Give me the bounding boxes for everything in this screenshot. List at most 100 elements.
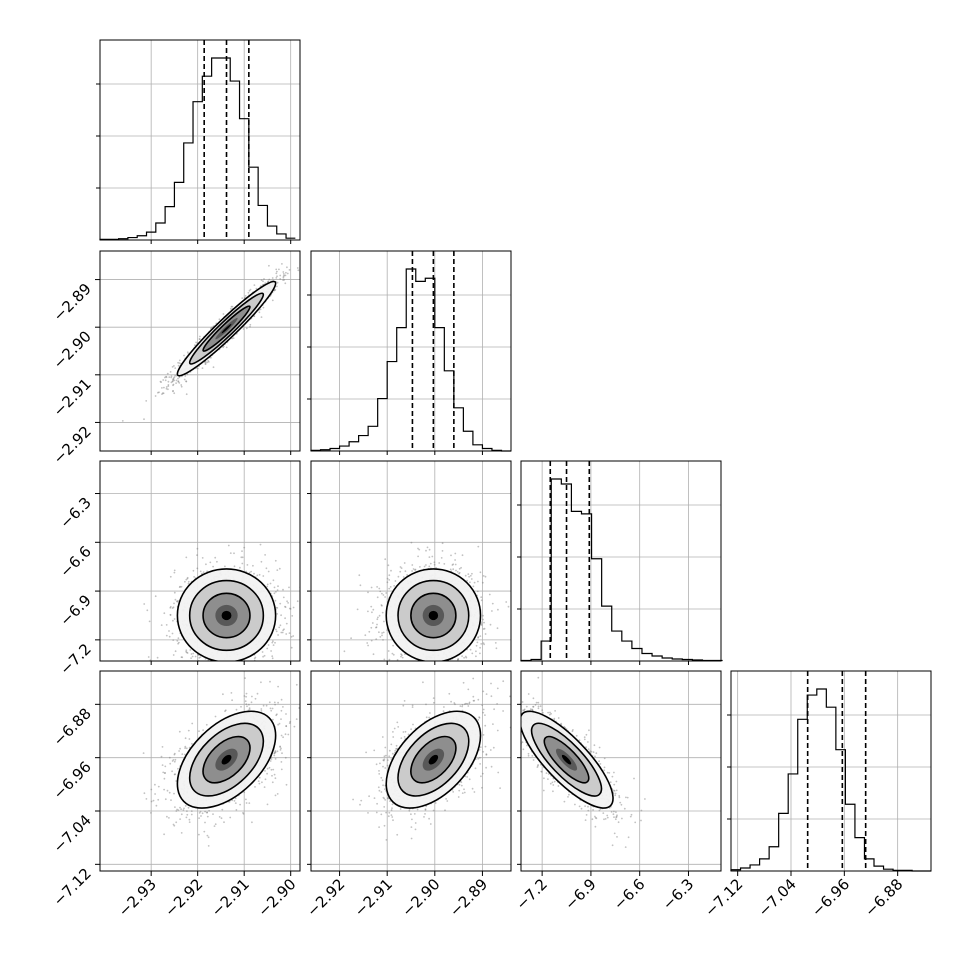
scatter-point [160,755,163,758]
contour-line [176,280,277,377]
scatter-point [274,599,277,602]
scatter-point [200,664,202,666]
scatter-point [218,318,221,321]
scatter-point [263,278,265,280]
scatter-point [199,656,202,658]
scatter-point [277,723,279,726]
scatter-point [469,648,472,651]
scatter-point [452,568,455,571]
scatter-point [235,675,237,677]
scatter-point [383,658,386,661]
scatter-point [479,652,481,655]
scatter-point [159,380,162,383]
scatter-point [150,800,153,803]
scatter-point [147,656,150,658]
scatter-point [456,571,459,573]
scatter-point [300,260,302,262]
scatter-point [163,612,166,615]
scatter-point [262,655,264,658]
contour-line [188,579,265,652]
scatter-point [367,644,369,647]
scatter-point [411,570,413,572]
scatter-point [286,272,289,275]
scatter-point [392,653,395,656]
scatter-point [246,564,249,566]
scatter-point [404,570,407,573]
scatter-point [231,337,234,340]
scatter-point [174,374,177,377]
scatter-point [284,605,286,608]
scatter-point [400,662,402,664]
scatter-point [185,556,188,559]
scatter-point [443,668,445,670]
scatter-point [228,685,230,687]
scatter-point [163,833,166,836]
scatter-point [206,675,208,677]
scatter-point [469,581,471,584]
scatter-point [222,693,224,696]
scatter-point [454,563,457,566]
scatter-point [274,758,277,760]
scatter-point [167,380,170,383]
scatter-point [201,557,204,559]
scatter-point [507,605,510,608]
scatter-point [251,695,253,698]
scatter-point [457,659,459,661]
scatter-point [209,679,211,681]
scatter-point [471,652,474,655]
scatter-point [196,547,199,550]
scatter-point [382,639,384,641]
scatter-point [260,681,262,684]
scatter-point [175,810,178,812]
scatter-point [452,682,454,684]
scatter-point [177,809,180,811]
scatter-point [483,627,486,630]
scatter-point [259,308,262,311]
scatter-point [168,817,170,819]
scatter-point [157,391,159,394]
scatter-point [209,561,212,564]
scatter-point [387,564,390,567]
scatter-point [428,679,430,681]
scatter-point [282,275,285,278]
scatter-point [443,563,446,565]
scatter-point [145,798,148,800]
scatter-point [268,264,270,267]
scatter-point [263,674,265,676]
scatter-point [343,650,346,653]
scatter-point [410,541,413,544]
scatter-point [431,555,434,558]
scatter-point [255,287,258,290]
scatter-point [282,271,285,273]
scatter-point [407,667,409,669]
scatter-point [388,658,391,661]
scatter-point [273,773,276,776]
scatter-point [269,707,272,710]
scatter-point [276,589,279,591]
scatter-point [242,665,244,667]
panel-frame [310,460,512,662]
scatter-point [378,631,380,634]
scatter-point [379,636,382,638]
scatter-point [250,570,253,573]
scatter-point [417,555,419,558]
scatter-point [477,580,479,583]
scatter-point [265,567,268,570]
scatter-point [177,767,179,770]
panel-content [100,461,300,687]
scatter-point [274,794,277,797]
scatter-point [248,289,251,292]
scatter-point [403,562,406,564]
scatter-point [447,684,449,686]
scatter-point [158,391,160,394]
scatter-point [198,657,201,659]
scatter-point [178,362,181,364]
scatter-point [172,378,175,380]
scatter-point [277,585,279,588]
scatter-point [391,652,394,655]
scatter-point [484,633,487,635]
scatter-point [161,393,163,395]
scatter-point [254,786,256,788]
scatter-point [173,773,176,776]
scatter-point [388,579,391,581]
